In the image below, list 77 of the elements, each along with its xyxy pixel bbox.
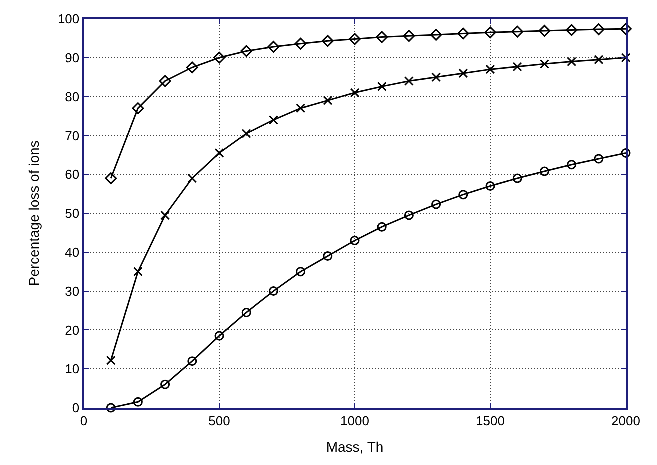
y-tick-label: 30: [65, 284, 80, 299]
y-tick-label: 40: [65, 244, 80, 260]
point: [376, 31, 388, 44]
point: [540, 59, 550, 69]
y-tick-label: 100: [58, 12, 80, 27]
point: [105, 172, 118, 184]
point: [484, 26, 496, 39]
point: [458, 190, 468, 200]
point: [350, 236, 360, 246]
point: [620, 23, 632, 36]
y-tick-label: 80: [65, 89, 80, 104]
point: [377, 82, 387, 92]
point: [404, 76, 414, 86]
point: [242, 308, 252, 318]
point: [188, 174, 198, 184]
y-tick-label: 60: [65, 167, 80, 182]
point: [567, 57, 577, 67]
point: [621, 148, 631, 158]
point: [242, 129, 252, 139]
point: [538, 25, 551, 38]
point: [294, 38, 307, 50]
point: [594, 154, 604, 164]
point: [214, 52, 226, 64]
point: [268, 286, 278, 296]
point: [486, 182, 496, 192]
point: [133, 267, 143, 277]
point: [106, 403, 116, 413]
point: [214, 148, 224, 158]
point: [268, 41, 280, 53]
point: [159, 75, 172, 88]
point: [377, 222, 387, 232]
y-axis-title: Percentage loss of ions: [26, 140, 42, 286]
point: [296, 267, 306, 277]
point: [621, 53, 631, 63]
point: [186, 62, 198, 74]
point: [322, 35, 334, 48]
y-tick-label: 20: [65, 322, 80, 338]
point: [512, 26, 524, 38]
point: [132, 102, 144, 114]
point: [188, 356, 198, 366]
point: [323, 96, 333, 106]
y-tick-label: 70: [65, 128, 80, 144]
point: [432, 72, 442, 82]
point: [160, 210, 170, 220]
point: [486, 64, 496, 74]
point: [349, 33, 361, 46]
y-tick-label: 10: [65, 362, 80, 377]
point: [214, 331, 224, 341]
point: [430, 29, 442, 41]
point: [296, 104, 306, 114]
point: [592, 24, 605, 36]
point: [240, 45, 253, 58]
point: [432, 200, 442, 210]
point: [106, 356, 116, 366]
y-tick-label: 90: [65, 50, 80, 66]
x-axis-title: Mass, Th: [326, 439, 384, 456]
x-tick-label: 1500: [476, 413, 505, 428]
point: [404, 210, 414, 220]
point: [133, 397, 143, 407]
point: [512, 62, 522, 72]
point: [403, 30, 416, 42]
x-tick-label: 2000: [612, 413, 640, 428]
point: [350, 88, 360, 98]
point: [540, 166, 550, 176]
point: [268, 115, 278, 125]
point: [566, 24, 578, 36]
point: [458, 68, 468, 78]
point: [160, 380, 170, 390]
x-tick-label: 500: [208, 413, 230, 428]
y-tick-label: 50: [65, 206, 80, 222]
point: [512, 174, 522, 184]
x-tick-label: 1000: [340, 413, 370, 428]
point: [567, 160, 577, 170]
point: [457, 28, 470, 40]
y-tick-label: 0: [72, 400, 80, 416]
point: [323, 252, 333, 262]
point: [594, 55, 604, 65]
